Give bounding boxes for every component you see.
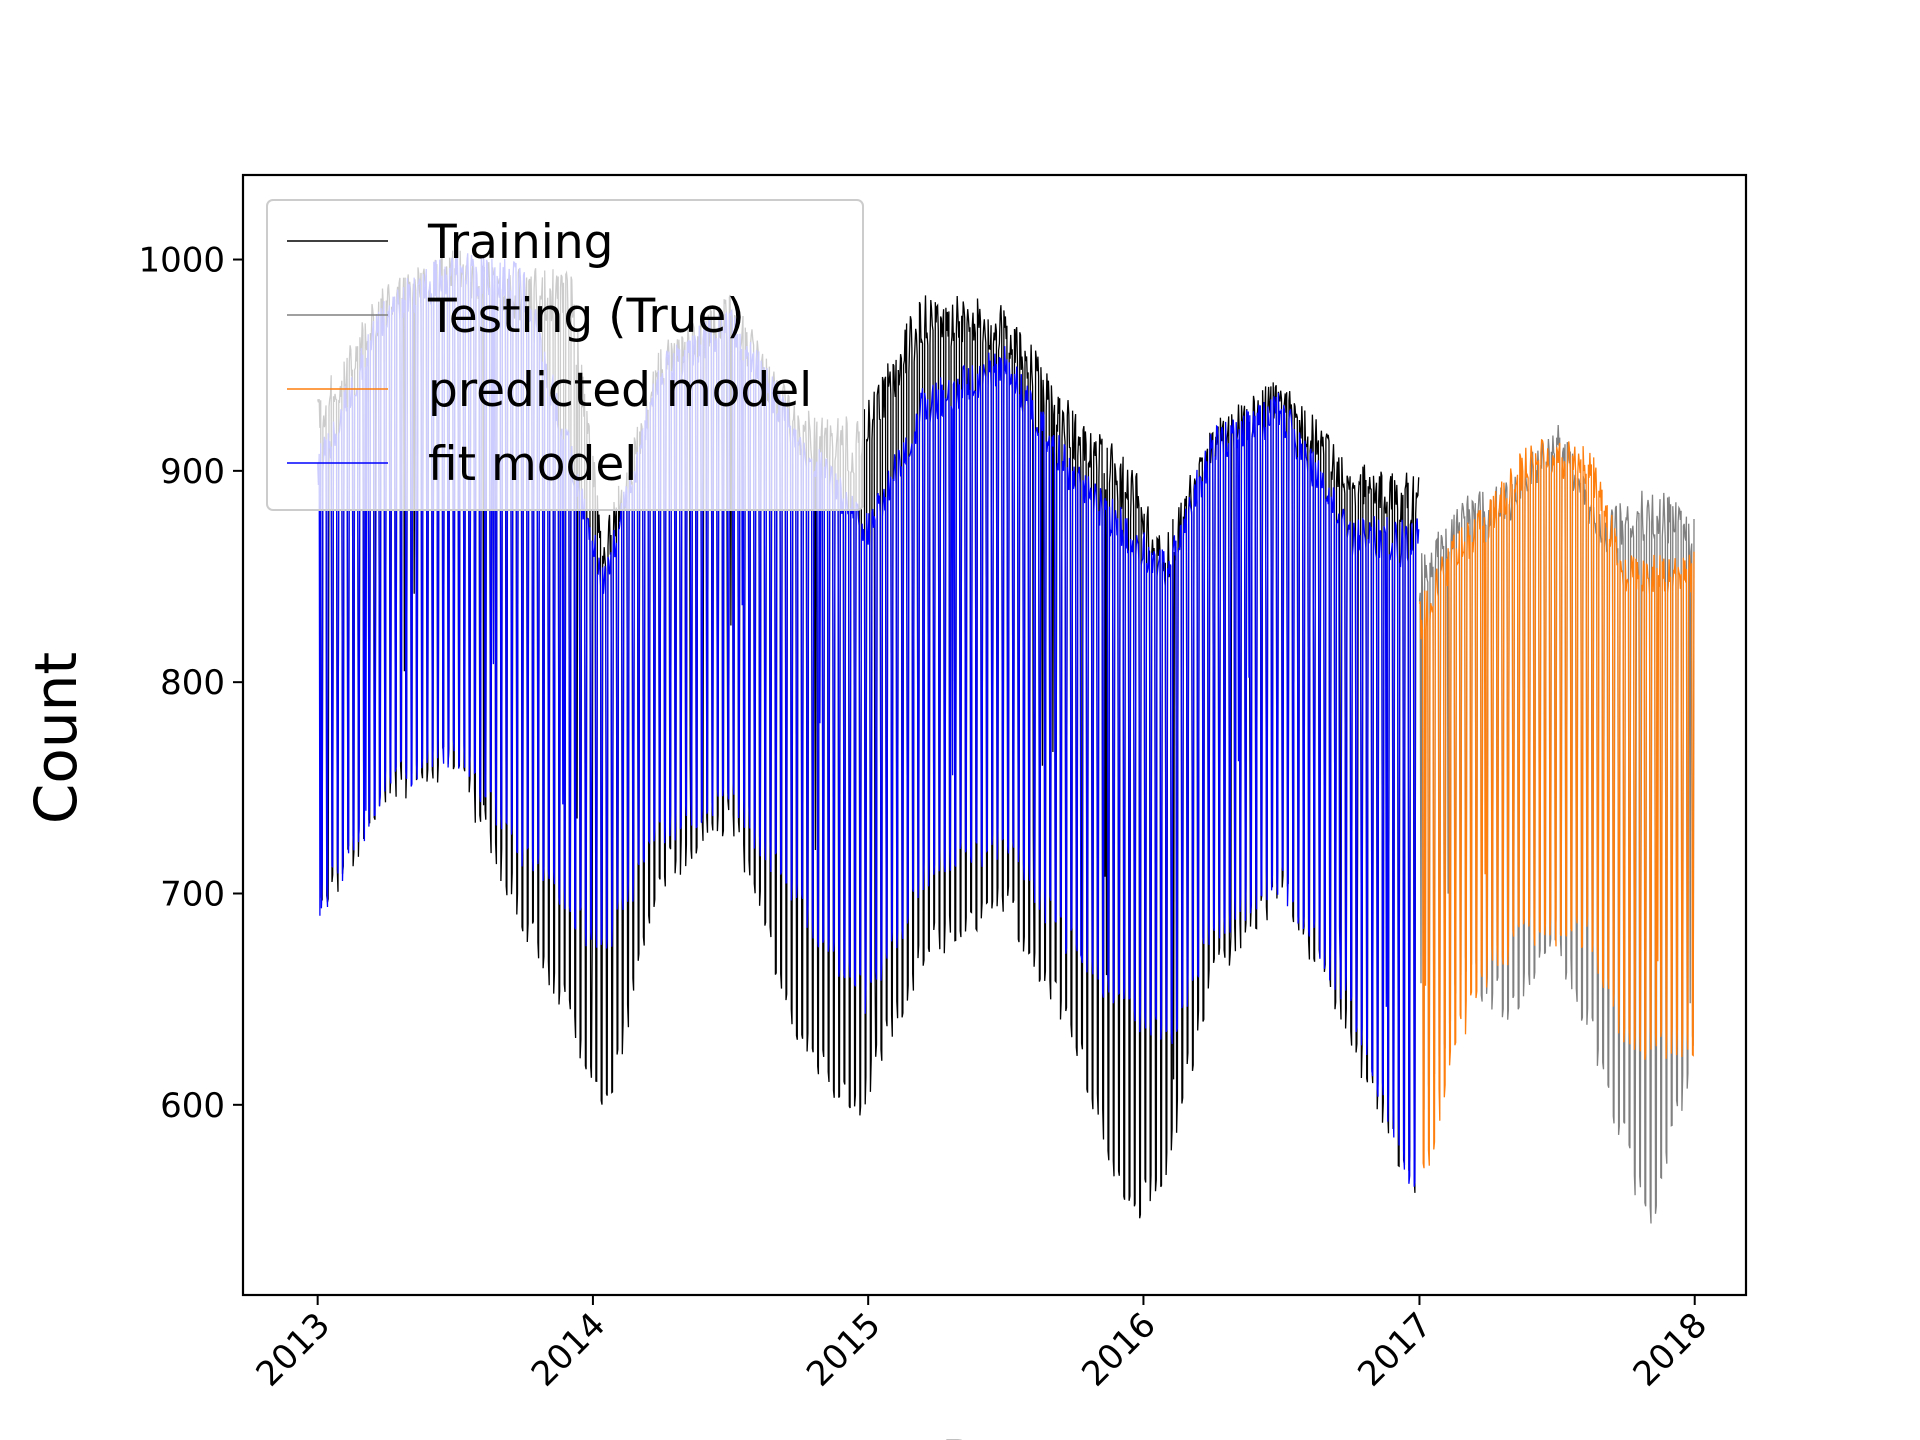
y-axis-label: Count	[22, 652, 90, 824]
plot-frame	[241, 173, 1748, 1297]
y-tick-label: 900	[160, 452, 225, 492]
y-tick-label: 1000	[138, 241, 225, 281]
legend-label: Training	[427, 215, 613, 270]
legend-box	[266, 199, 864, 511]
legend: Training Testing (True) predicted model fit…	[266, 199, 864, 511]
legend-label: Testing (True)	[427, 289, 745, 344]
y-tick-label: 700	[160, 874, 225, 914]
legend-label: fit model	[428, 437, 637, 492]
y-tick-label: 600	[160, 1086, 225, 1126]
x-axis-label: Date	[941, 1428, 1080, 1440]
series-line-training	[317, 250, 1420, 1219]
legend-label: predicted model	[428, 363, 812, 418]
y-tick-label: 800	[160, 663, 225, 703]
series-line-fit-model	[317, 250, 1420, 1187]
series-line-predicted-model	[1418, 438, 1695, 1169]
